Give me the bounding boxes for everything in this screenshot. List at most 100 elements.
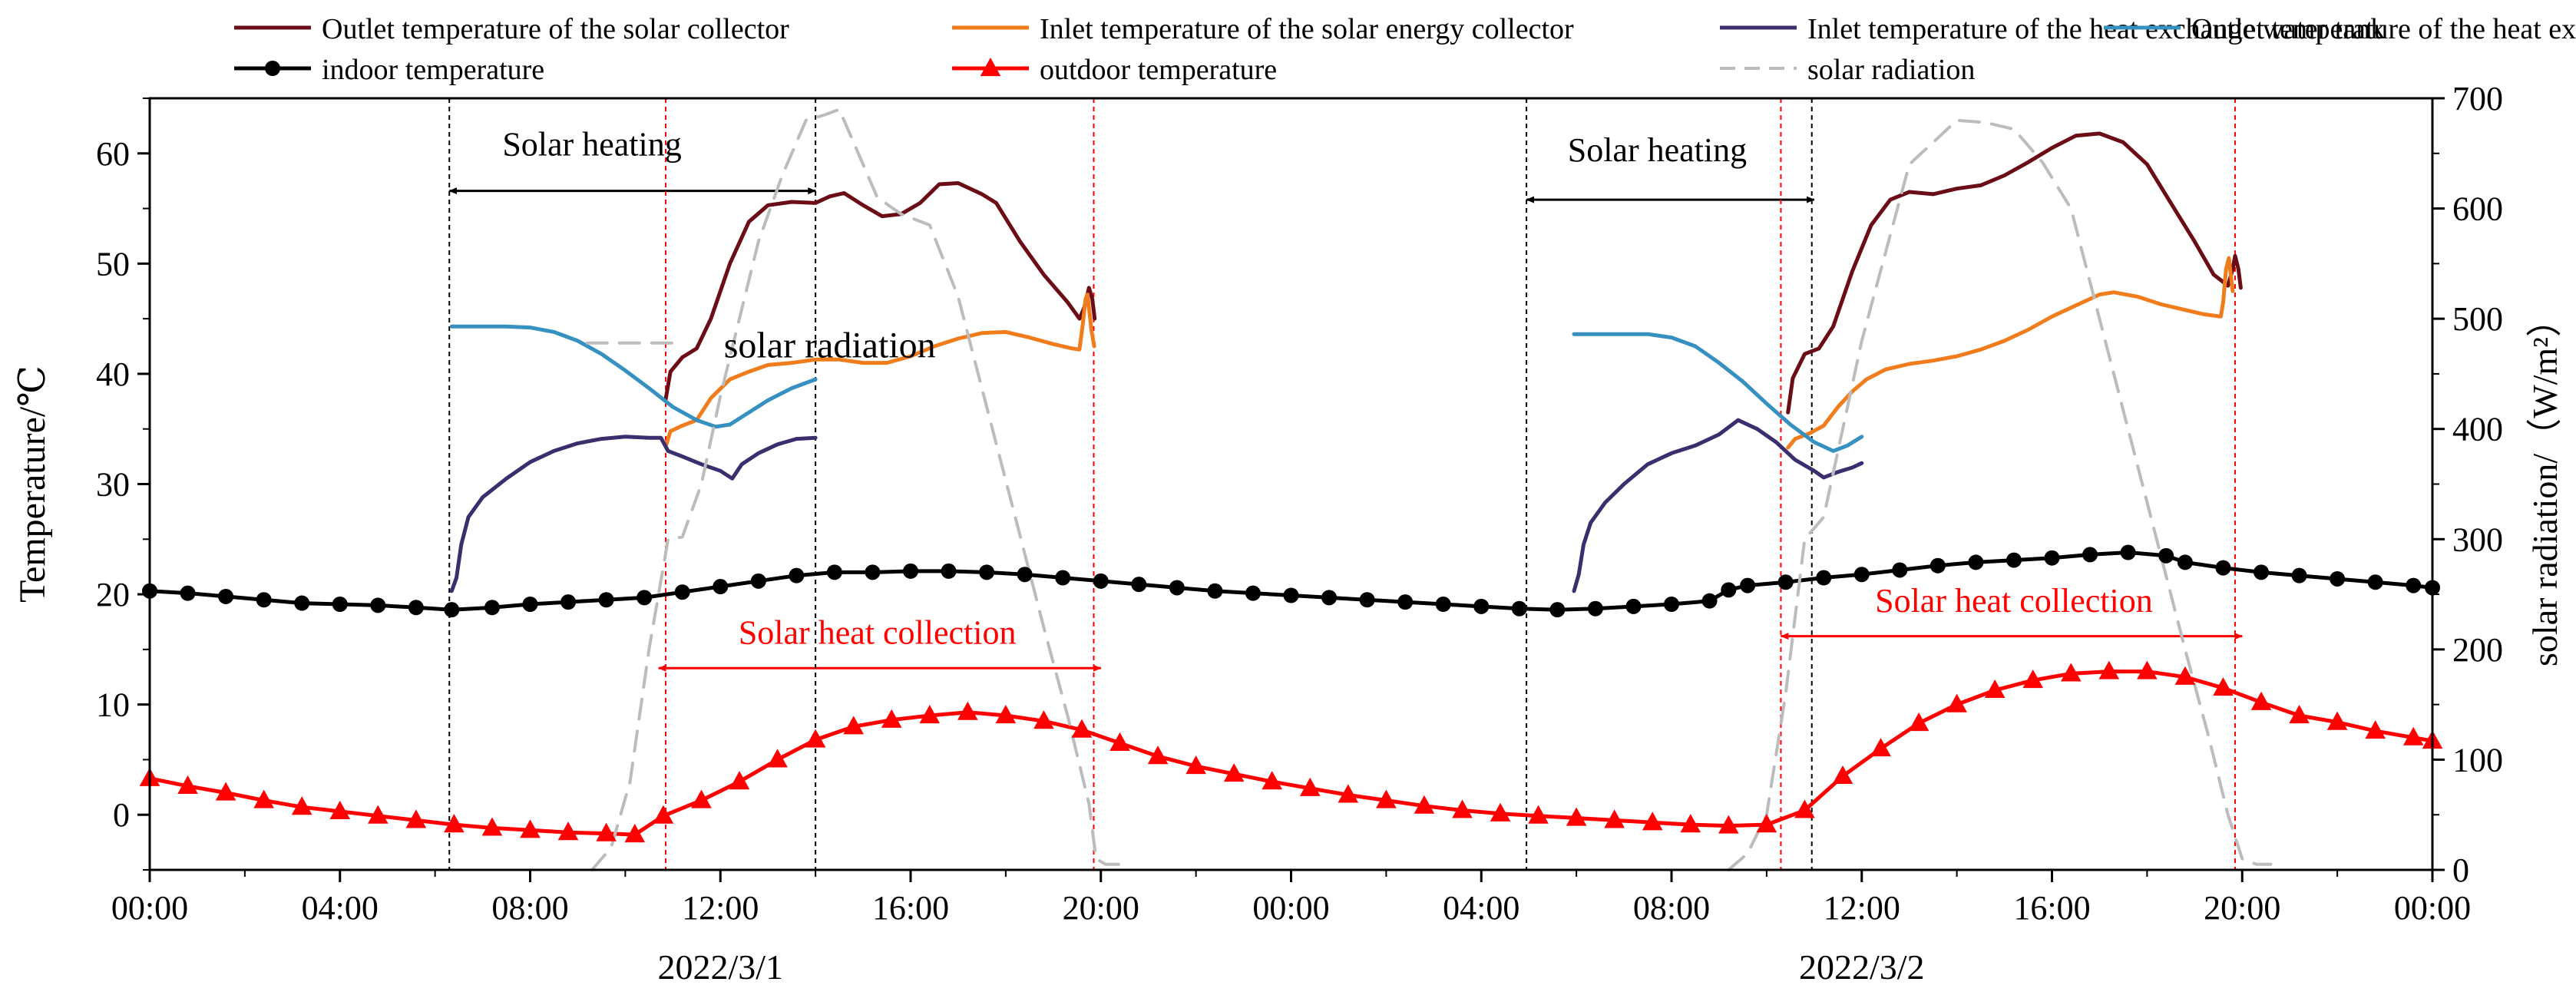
legend-label-outdoor: outdoor temperature bbox=[1040, 54, 1277, 86]
y-left-tick-label-6: 60 bbox=[96, 135, 130, 173]
data-point-outdoor-1 bbox=[177, 775, 198, 794]
data-point-outdoor-25 bbox=[1071, 719, 1093, 738]
data-point-indoor-38 bbox=[1587, 600, 1603, 617]
data-point-indoor-45 bbox=[1816, 570, 1832, 586]
data-point-outdoor-2 bbox=[215, 782, 236, 801]
data-point-outdoor-50 bbox=[2022, 669, 2044, 689]
legend-label-collector_in: Inlet temperature of the solar energy co… bbox=[1040, 13, 1574, 45]
data-point-outdoor-4 bbox=[291, 796, 312, 815]
data-point-indoor-37 bbox=[1549, 602, 1566, 618]
data-point-outdoor-47 bbox=[1908, 712, 1930, 732]
span-annotations: Solar heating Solar heating Solar heat col… bbox=[448, 126, 2244, 672]
series-line-radiation-1 bbox=[590, 107, 1126, 871]
y-right-tick-label-6: 600 bbox=[2452, 190, 2503, 228]
data-point-outdoor-12 bbox=[596, 822, 617, 841]
axes: 00:00 04:00 08:00 12:00 16:00 20:00 00:00 04:00… bbox=[12, 80, 2564, 987]
data-point-outdoor-48 bbox=[1946, 693, 1967, 712]
data-point-indoor-22 bbox=[979, 564, 995, 580]
data-point-outdoor-30 bbox=[1262, 771, 1283, 790]
data-point-outdoor-27 bbox=[1147, 745, 1169, 765]
legend-label-radiation: solar radiation bbox=[1807, 54, 1975, 86]
x-tick-label-7: 04:00 bbox=[1443, 889, 1519, 927]
data-point-indoor-48 bbox=[1930, 557, 1946, 574]
x-tick-label-8: 08:00 bbox=[1633, 889, 1710, 927]
data-point-indoor-34 bbox=[1435, 596, 1451, 612]
data-point-outdoor-3 bbox=[253, 789, 274, 808]
x-tick-label-2: 08:00 bbox=[491, 889, 568, 927]
span-label-2: Solar heat collection bbox=[739, 614, 1017, 652]
data-point-outdoor-28 bbox=[1185, 755, 1206, 775]
legend-label-tank_in: Inlet temperature of the heat exchange w… bbox=[1807, 13, 2385, 45]
data-point-indoor-33 bbox=[1397, 594, 1414, 610]
data-point-outdoor-54 bbox=[2174, 666, 2196, 685]
data-point-indoor-61 bbox=[2406, 577, 2422, 593]
data-point-outdoor-14 bbox=[653, 805, 674, 824]
data-point-outdoor-6 bbox=[368, 805, 389, 824]
data-point-indoor-12 bbox=[598, 592, 614, 608]
data-point-indoor-21 bbox=[941, 563, 957, 579]
data-point-indoor-44 bbox=[1777, 574, 1794, 590]
data-point-indoor-35 bbox=[1473, 598, 1490, 614]
y-right-tick-label-7: 700 bbox=[2452, 80, 2503, 117]
date-label-0: 2022/3/1 bbox=[657, 947, 783, 987]
data-point-outdoor-15 bbox=[691, 789, 712, 808]
y-left-axis-label: Temperature/℃ bbox=[12, 365, 53, 603]
data-point-outdoor-31 bbox=[1299, 777, 1321, 796]
data-point-outdoor-37 bbox=[1528, 805, 1549, 824]
y-right-tick-label-4: 400 bbox=[2452, 411, 2503, 448]
x-tick-label-1: 04:00 bbox=[302, 889, 379, 927]
series-line-tank_in-1 bbox=[1572, 418, 1864, 593]
data-point-outdoor-11 bbox=[557, 822, 579, 841]
data-point-outdoor-36 bbox=[1490, 802, 1511, 822]
data-point-outdoor-35 bbox=[1452, 799, 1473, 818]
data-point-outdoor-29 bbox=[1223, 763, 1245, 782]
data-point-outdoor-59 bbox=[2365, 720, 2386, 739]
x-tick-label-11: 20:00 bbox=[2204, 889, 2280, 927]
text-annotations: solar radiation bbox=[724, 325, 936, 365]
y-left-tick-label-4: 40 bbox=[96, 355, 130, 393]
data-point-outdoor-39 bbox=[1604, 809, 1625, 828]
data-point-indoor-27 bbox=[1169, 580, 1185, 596]
legend-label-indoor: indoor temperature bbox=[322, 54, 544, 86]
data-point-indoor-56 bbox=[2215, 560, 2231, 576]
series-lines bbox=[147, 107, 2435, 871]
data-point-indoor-53 bbox=[2120, 544, 2136, 560]
y-left-tick-label-1: 10 bbox=[96, 686, 130, 724]
legend-marker-outdoor bbox=[980, 58, 1001, 77]
data-point-indoor-32 bbox=[1359, 592, 1375, 608]
data-point-outdoor-56 bbox=[2250, 691, 2272, 710]
data-point-indoor-10 bbox=[522, 596, 538, 612]
data-point-outdoor-16 bbox=[729, 771, 750, 790]
data-point-indoor-23 bbox=[1017, 567, 1033, 583]
data-point-indoor-46 bbox=[1853, 567, 1870, 583]
legend-label-collector_out: Outlet temperature of the solar collecto… bbox=[322, 13, 789, 45]
series-markers bbox=[139, 544, 2443, 843]
series-line-collector_in-1 bbox=[1786, 256, 2235, 450]
data-point-indoor-17 bbox=[789, 567, 805, 583]
data-point-indoor-39 bbox=[1625, 598, 1642, 614]
x-tick-label-4: 16:00 bbox=[872, 889, 949, 927]
x-tick-label-5: 20:00 bbox=[1063, 889, 1139, 927]
y-left-tick-label-0: 0 bbox=[113, 796, 130, 834]
y-left-tick-label-5: 50 bbox=[96, 245, 130, 283]
x-tick-label-12: 00:00 bbox=[2394, 889, 2471, 927]
data-point-indoor-24 bbox=[1055, 570, 1071, 586]
span-label-0: Solar heating bbox=[502, 126, 681, 164]
y-right-tick-label-0: 0 bbox=[2452, 851, 2469, 889]
data-point-indoor-52 bbox=[2082, 547, 2098, 563]
data-point-indoor-59 bbox=[2330, 570, 2346, 587]
data-point-indoor-49 bbox=[1968, 554, 1984, 570]
data-point-indoor-1 bbox=[180, 585, 196, 601]
data-point-indoor-14 bbox=[674, 584, 690, 600]
x-tick-label-6: 00:00 bbox=[1252, 889, 1329, 927]
span-label-1: Solar heating bbox=[1568, 131, 1747, 169]
data-point-indoor-4 bbox=[294, 595, 310, 611]
data-point-indoor-26 bbox=[1131, 577, 1147, 593]
data-point-indoor-8 bbox=[444, 602, 460, 618]
series-line-tank_out-0 bbox=[449, 324, 818, 429]
series-line-collector_in-0 bbox=[663, 293, 1096, 449]
x-tick-label-0: 00:00 bbox=[111, 889, 188, 927]
data-point-indoor-16 bbox=[750, 573, 766, 589]
data-point-outdoor-33 bbox=[1376, 789, 1397, 808]
